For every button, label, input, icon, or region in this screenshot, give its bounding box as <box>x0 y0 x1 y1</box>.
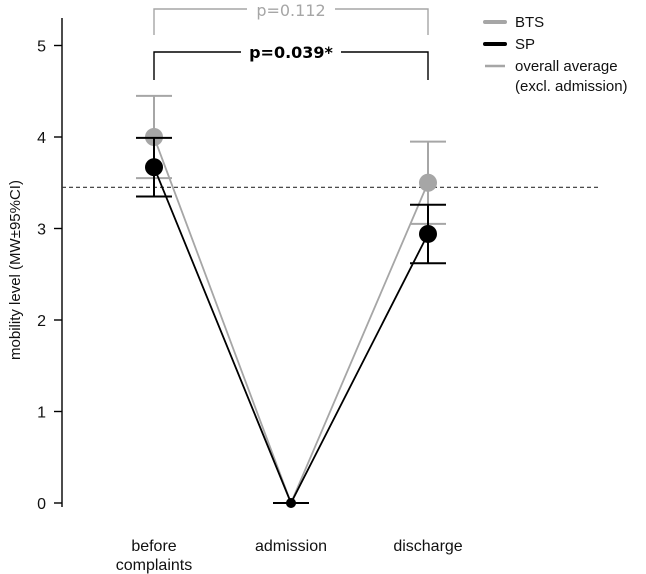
data-point <box>145 158 163 177</box>
significance-bracket <box>153 51 429 80</box>
x-tick-label: complaints <box>116 557 192 574</box>
x-tick-label: before <box>131 538 176 555</box>
x-tick-label: admission <box>255 538 327 555</box>
legend-label: overall average <box>515 58 618 75</box>
legend: BTS SP overall average (excl. admission) <box>483 14 628 95</box>
series-line <box>153 136 429 506</box>
significance-label: p=0.112 <box>256 1 325 20</box>
y-tick-label: 5 <box>37 39 46 56</box>
data-point <box>419 224 437 243</box>
significance-bracket <box>153 8 429 35</box>
x-tick-label: discharge <box>393 538 462 555</box>
y-tick-label: 2 <box>37 313 46 330</box>
data-point <box>286 498 296 508</box>
y-tick-label: 4 <box>37 130 46 147</box>
legend-label: (excl. admission) <box>515 78 628 95</box>
series-sp <box>136 136 446 508</box>
y-tick-label: 3 <box>37 222 46 239</box>
data-point <box>419 173 437 192</box>
significance-label: p=0.039* <box>249 43 333 62</box>
series-bts <box>136 94 446 508</box>
y-axis-title: mobility level (MW±95%CI) <box>7 180 24 360</box>
legend-label: BTS <box>515 14 544 31</box>
series-line <box>153 166 429 506</box>
series-group <box>136 94 446 508</box>
y-tick-label: 1 <box>37 405 46 422</box>
x-axis: before complaints admission discharge <box>116 538 463 574</box>
brackets: p=0.112 p=0.039* <box>153 1 429 80</box>
y-axis: 0 1 2 3 4 5 <box>37 18 63 513</box>
y-tick-label: 0 <box>37 496 46 513</box>
legend-label: SP <box>515 36 535 53</box>
